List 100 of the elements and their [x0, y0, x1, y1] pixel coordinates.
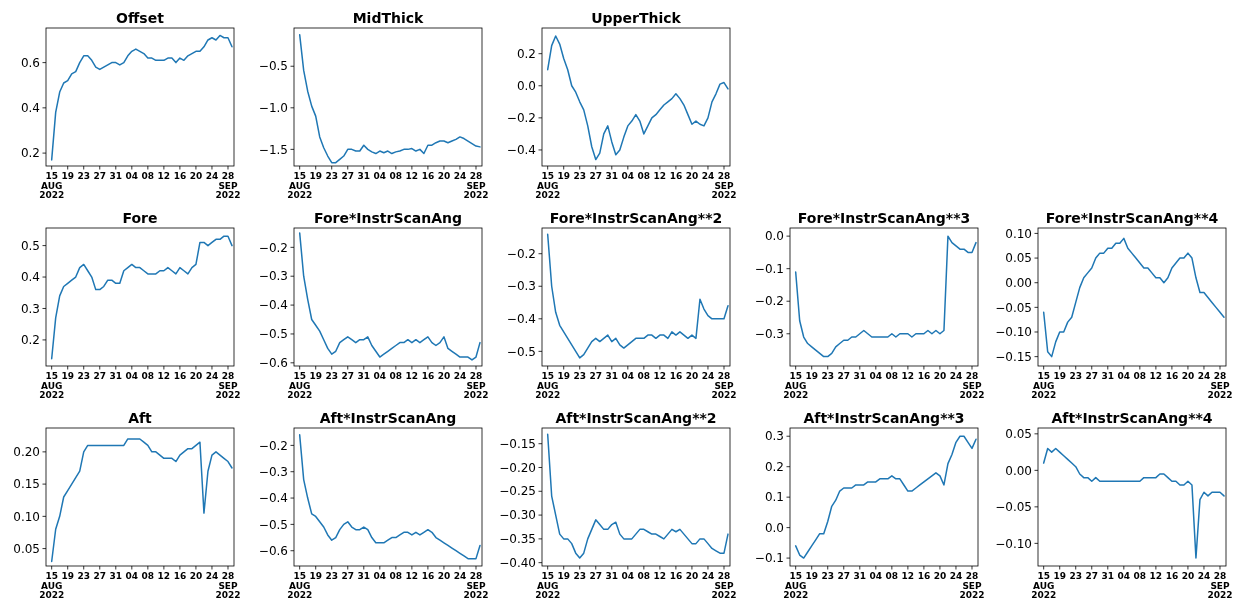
y-tick-label: −0.05: [995, 500, 1032, 515]
x-tick-label: 27: [1085, 371, 1099, 381]
x-tick-label: 19: [1053, 571, 1066, 581]
x-tick-label: 19: [61, 171, 74, 181]
x-tick-label: 12: [653, 571, 667, 581]
x-tick-label: 16: [917, 371, 931, 381]
line-series: [50, 34, 233, 161]
x-tick-label: 04: [373, 571, 387, 581]
x-tick-label: 31: [357, 371, 371, 381]
x-tick-label: 19: [309, 571, 322, 581]
x-tick-label: 24: [701, 371, 715, 381]
x-tick-label: 16: [421, 371, 435, 381]
y-tick-label: −0.5: [258, 327, 288, 342]
x-tick-label: 12: [405, 171, 419, 181]
x-tick-label: 20: [1181, 371, 1195, 381]
x-tick-label: 31: [1101, 371, 1115, 381]
x-tick-label: 20: [437, 571, 451, 581]
chart-title: Fore*InstrScanAng**4: [1045, 210, 1219, 226]
x-tick-label: 23: [325, 171, 338, 181]
x-tick-label: 23: [573, 571, 586, 581]
x-tick-label: 27: [837, 571, 851, 581]
x-tick-label: 31: [853, 571, 867, 581]
x-tick-label: 23: [325, 571, 338, 581]
x-tick-label: 04: [125, 571, 139, 581]
x-tick-label: 12: [157, 371, 171, 381]
y-tick-label: 0.3: [20, 301, 40, 316]
y-tick-label: 0.00: [1005, 275, 1032, 290]
y-tick-label: −0.35: [499, 532, 536, 547]
x-tick-label: 31: [605, 371, 619, 381]
x-tick-label: 16: [173, 171, 187, 181]
x-tick-label: 31: [109, 171, 123, 181]
x-tick-label: 20: [437, 371, 451, 381]
x-tick-label: 27: [589, 571, 603, 581]
y-tick-label: −1.5: [258, 142, 288, 157]
y-tick-label: 0.10: [13, 509, 40, 524]
x-tick-label: 12: [653, 171, 667, 181]
x-tick-label: 27: [341, 171, 355, 181]
y-tick-label: 0.5: [20, 238, 40, 253]
x-tick-label: 19: [805, 571, 818, 581]
y-tick-label: 0.1: [764, 490, 784, 505]
y-tick-label: 0.20: [13, 445, 40, 460]
x-tick-label: 31: [605, 571, 619, 581]
x-tick-label: 24: [1197, 371, 1211, 381]
x-tick-label: 08: [637, 171, 651, 181]
y-tick-label: 0.0: [764, 520, 784, 535]
x-tick-label: 19: [309, 371, 322, 381]
y-tick-label: 0.6: [20, 55, 40, 70]
x-tick-label: 24: [205, 571, 219, 581]
x-tick-label: 16: [669, 371, 683, 381]
x-tick-label: 12: [157, 571, 171, 581]
y-tick-label: −0.2: [258, 240, 288, 255]
x-tick-label: 20: [437, 171, 451, 181]
x-tick-label: 16: [173, 371, 187, 381]
line-series: [546, 433, 729, 559]
x-tick-label: 23: [325, 371, 338, 381]
y-tick-label: −0.5: [506, 344, 536, 359]
chart-title: Fore*InstrScanAng**2: [549, 210, 723, 226]
x-tick-label: 08: [885, 371, 899, 381]
chart-title: Aft*InstrScanAng**2: [555, 410, 717, 426]
x-tick-label: 04: [373, 371, 387, 381]
y-tick-label: 0.2: [764, 459, 784, 474]
y-tick-label: −0.40: [499, 555, 536, 570]
y-tick-label: −0.10: [995, 325, 1032, 340]
x-tick-label: 27: [93, 571, 107, 581]
x-tick-label: 31: [853, 371, 867, 381]
x-tick-label: 08: [637, 571, 651, 581]
x-tick-label: 27: [1085, 571, 1099, 581]
y-tick-label: 0.05: [13, 541, 40, 556]
line-series: [794, 235, 977, 358]
x-tick-label: 19: [805, 371, 818, 381]
y-tick-label: 0.4: [20, 101, 40, 116]
y-tick-label: 0.2: [516, 46, 536, 61]
y-tick-label: −1.0: [258, 101, 288, 116]
x-tick-label: 24: [453, 571, 467, 581]
x-tick-label: 27: [93, 371, 107, 381]
chart-title: Aft*InstrScanAng**4: [1051, 410, 1213, 426]
x-tick-label: 16: [917, 571, 931, 581]
y-tick-label: 0.15: [13, 477, 40, 492]
y-tick-label: −0.3: [258, 269, 288, 284]
line-series: [546, 35, 729, 161]
x-tick-label: 08: [637, 371, 651, 381]
y-tick-label: −0.3: [258, 464, 288, 479]
y-tick-label: −0.30: [499, 508, 536, 523]
x-tick-label: 04: [125, 371, 139, 381]
line-series: [298, 434, 481, 560]
line-series: [50, 438, 233, 563]
x-tick-label: 19: [61, 571, 74, 581]
line-series: [50, 235, 233, 360]
x-tick-label: 20: [685, 371, 699, 381]
y-tick-label: −0.05: [995, 300, 1032, 315]
y-tick-label: −0.20: [499, 460, 536, 475]
x-tick-label: 23: [573, 371, 586, 381]
chart-title: Fore*InstrScanAng: [313, 210, 463, 226]
x-tick-label: 08: [141, 371, 155, 381]
x-tick-label: 27: [589, 371, 603, 381]
y-tick-label: 0.4: [20, 270, 40, 285]
x-tick-label: 12: [901, 571, 915, 581]
y-tick-label: −0.4: [258, 491, 288, 506]
x-tick-label: 31: [1101, 571, 1115, 581]
y-tick-label: 0.0: [516, 78, 536, 93]
